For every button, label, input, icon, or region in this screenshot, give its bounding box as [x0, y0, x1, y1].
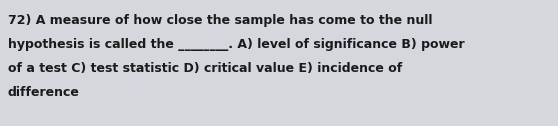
Text: difference: difference — [8, 86, 80, 99]
Text: hypothesis is called the ________. A) level of significance B) power: hypothesis is called the ________. A) le… — [8, 38, 465, 51]
Text: 72) A measure of how close the sample has come to the null: 72) A measure of how close the sample ha… — [8, 14, 432, 27]
Text: of a test C) test statistic D) critical value E) incidence of: of a test C) test statistic D) critical … — [8, 62, 402, 75]
